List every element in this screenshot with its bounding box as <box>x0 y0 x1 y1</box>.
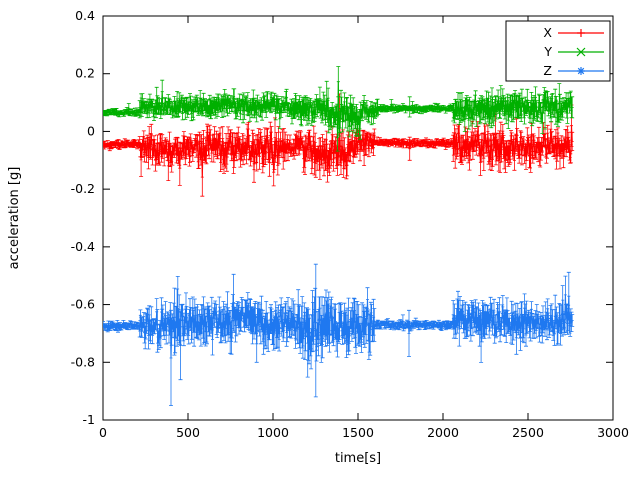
x-tick-label: 2500 <box>512 425 544 440</box>
x-axis-label: time[s] <box>335 451 381 466</box>
y-tick-label: 0 <box>87 123 95 138</box>
x-tick-label: 1000 <box>257 425 289 440</box>
legend-entry-Y: Y <box>543 44 604 59</box>
y-tick-label: -0.4 <box>71 239 95 254</box>
y-tick-label: -1 <box>83 412 95 427</box>
x-tick-label: 0 <box>99 425 107 440</box>
y-tick-label: -0.8 <box>71 354 95 369</box>
series-Z-line <box>103 294 573 359</box>
x-tick-label: 2000 <box>427 425 459 440</box>
x-tick-label: 3000 <box>597 425 629 440</box>
y-axis-label: acceleration [g] <box>7 167 22 270</box>
legend-marker-star-icon <box>577 67 585 75</box>
legend: XYZ <box>505 20 611 82</box>
series-X-line <box>103 119 573 178</box>
legend-box <box>505 20 611 82</box>
y-tick-label: 0.4 <box>75 8 95 23</box>
x-tick-label: 1500 <box>342 425 374 440</box>
series-Y-line <box>103 81 573 138</box>
y-tick-label: -0.2 <box>71 181 95 196</box>
legend-entry-Z: Z <box>543 63 604 78</box>
y-tick-label: 0.2 <box>75 66 95 81</box>
legend-label: Z <box>543 63 552 78</box>
legend-marker-plus-icon <box>577 29 585 37</box>
legend-label: X <box>543 25 552 40</box>
tick-labels: 0 500 1000 1500 2000 2500 3000 -1 -0.8 -0.6 -0.4 -0… <box>71 8 629 440</box>
x-tick-label: 500 <box>176 425 200 440</box>
y-tick-label: -0.6 <box>71 297 95 312</box>
legend-entry-X: X <box>543 25 604 40</box>
legend-label: Y <box>543 44 552 59</box>
legend-marker-cross-icon <box>576 47 586 57</box>
series-area <box>103 66 575 406</box>
